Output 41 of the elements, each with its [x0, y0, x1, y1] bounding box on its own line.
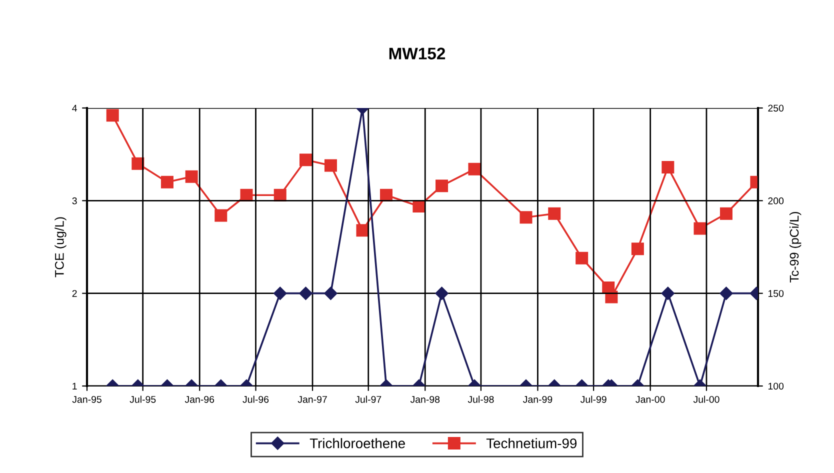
x-tick-label: Jan-96	[184, 396, 214, 403]
x-tick-label: Jan-98	[410, 396, 440, 403]
point	[214, 209, 228, 222]
x-tick-label: Jan-00	[636, 396, 665, 403]
point	[106, 109, 119, 122]
x-tick-label: Jul-97	[355, 396, 382, 403]
x-tick-label: Jul-00	[693, 396, 720, 403]
point	[468, 162, 481, 176]
y-tick-label: 3	[72, 197, 77, 204]
x-tick-label: Jul-98	[468, 396, 494, 403]
chart-title: MW152	[389, 48, 446, 60]
point	[436, 180, 448, 192]
legend-label: Trichloroethene	[310, 438, 405, 448]
point	[662, 161, 674, 174]
legend-label: Technetium-99	[486, 438, 577, 448]
point	[548, 207, 561, 220]
point	[160, 176, 174, 188]
y2-tick-label: 100	[768, 382, 784, 390]
y2-tick-label: 200	[768, 197, 784, 204]
point	[631, 242, 644, 256]
point	[720, 207, 732, 220]
x-tick-label: Jul-95	[130, 396, 156, 403]
y2-tick-label: 250	[768, 104, 784, 112]
y2-axis-title: Tc-99 (pCi/L)	[789, 212, 802, 282]
x-tick-label: Jan-99	[523, 396, 552, 403]
point	[694, 222, 706, 235]
point	[576, 252, 588, 264]
point	[185, 170, 198, 183]
x-tick-label: Jan-97	[298, 396, 327, 403]
point	[356, 224, 369, 237]
y-tick-label: 2	[72, 290, 77, 297]
x-tick-label: Jan-95	[72, 396, 102, 403]
point	[520, 211, 532, 224]
y-tick-label: 4	[72, 104, 77, 112]
point	[299, 154, 312, 166]
point	[324, 159, 337, 172]
y-axis-title: TCE (ug/L)	[54, 217, 66, 278]
x-tick-label: Jul-96	[242, 396, 269, 403]
y2-tick-label: 150	[768, 290, 784, 297]
x-tick-label: Jul-99	[580, 396, 606, 403]
y-tick-label: 1	[72, 382, 77, 390]
